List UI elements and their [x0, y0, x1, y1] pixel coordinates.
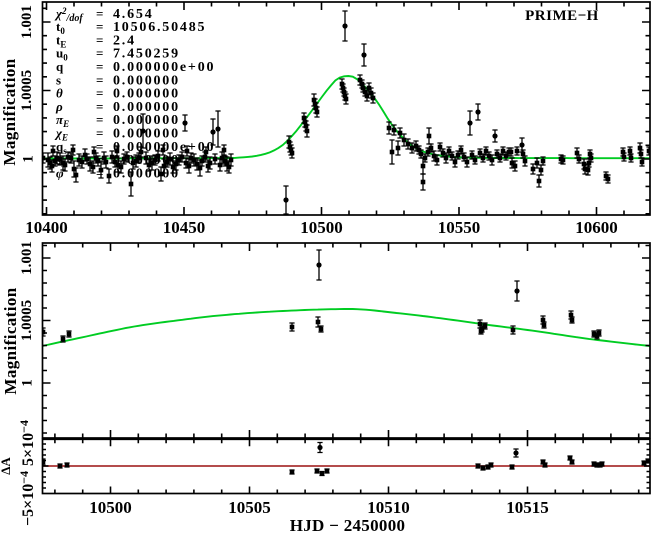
- svg-text:=: =: [96, 86, 103, 101]
- svg-text:PRIME−H: PRIME−H: [525, 8, 599, 24]
- svg-text:=: =: [96, 99, 103, 114]
- svg-text:10400: 10400: [25, 218, 68, 237]
- svg-text:0.000000e+00: 0.000000e+00: [113, 60, 215, 75]
- svg-text:0.000000: 0.000000: [113, 153, 180, 168]
- svg-text:=: =: [96, 139, 103, 154]
- svg-text:=: =: [96, 72, 103, 87]
- svg-text:10506.50485: 10506.50485: [113, 20, 206, 35]
- svg-text:0.000000e+00: 0.000000e+00: [113, 140, 215, 155]
- svg-text:HJD − 2450000: HJD − 2450000: [290, 516, 406, 535]
- svg-text:1.001: 1.001: [19, 241, 35, 275]
- svg-text:0.000000: 0.000000: [113, 100, 180, 115]
- svg-text:φ: φ: [56, 165, 64, 180]
- svg-text:t0: t0: [56, 19, 65, 36]
- svg-text:1: 1: [20, 379, 36, 387]
- svg-text:q: q: [56, 59, 64, 74]
- svg-text:1.001: 1.001: [19, 5, 35, 39]
- svg-text:0.000000: 0.000000: [113, 127, 180, 142]
- svg-text:=: =: [96, 165, 103, 180]
- svg-text:Magnification: Magnification: [0, 58, 19, 165]
- svg-text:s: s: [56, 72, 61, 87]
- svg-text:10500: 10500: [89, 498, 132, 517]
- svg-text:Magnification: Magnification: [1, 287, 20, 394]
- svg-text:=: =: [96, 126, 103, 141]
- svg-text:=: =: [96, 46, 103, 61]
- svg-text:0.000000: 0.000000: [113, 87, 180, 102]
- svg-text:10450: 10450: [163, 218, 206, 237]
- svg-text:10515: 10515: [506, 498, 549, 517]
- svg-text:ss: ss: [56, 152, 65, 169]
- svg-text:tE: tE: [56, 32, 66, 49]
- svg-text:1.0005: 1.0005: [19, 300, 35, 341]
- svg-text:0.000000: 0.000000: [113, 166, 180, 181]
- svg-text:θ: θ: [56, 86, 63, 101]
- svg-text:10550: 10550: [438, 218, 481, 237]
- svg-text:qs: qs: [56, 139, 67, 156]
- svg-text:=: =: [96, 59, 103, 74]
- svg-text:10510: 10510: [367, 498, 410, 517]
- svg-text:10505: 10505: [228, 498, 271, 517]
- svg-text:1.0005: 1.0005: [19, 70, 35, 111]
- svg-text:0.000000: 0.000000: [113, 113, 180, 128]
- svg-text:=: =: [96, 19, 103, 34]
- svg-text:−5×10−4: −5×10−4: [17, 471, 37, 526]
- svg-text:=: =: [96, 32, 103, 47]
- svg-text:ρ: ρ: [55, 99, 63, 114]
- svg-text:=: =: [96, 152, 103, 167]
- svg-text:2.4: 2.4: [113, 33, 136, 48]
- svg-text:0.000000: 0.000000: [113, 73, 180, 88]
- svg-text:7.450259: 7.450259: [113, 47, 180, 62]
- svg-text:4.654: 4.654: [113, 7, 154, 22]
- svg-text:=: =: [96, 112, 103, 127]
- svg-text:=: =: [96, 6, 103, 21]
- svg-text:10600: 10600: [575, 218, 618, 237]
- svg-text:10500: 10500: [300, 218, 343, 237]
- svg-text:1: 1: [21, 155, 37, 163]
- svg-text:ΔA: ΔA: [0, 457, 13, 475]
